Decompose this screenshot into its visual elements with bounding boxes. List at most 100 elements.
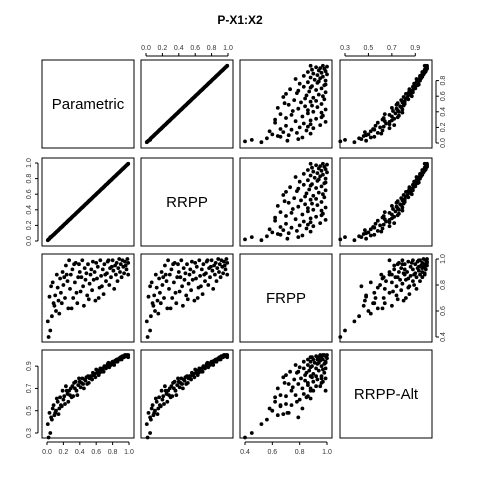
scatter-point (395, 199, 400, 204)
scatter-point (425, 257, 429, 261)
scatter-point (323, 376, 328, 381)
scatter-point (413, 262, 418, 267)
scatter-point (184, 293, 189, 298)
scatter-point (286, 382, 291, 386)
scatter-point (368, 135, 373, 140)
scatter-point (371, 301, 375, 306)
scatter-point (311, 193, 316, 198)
scatter-point (391, 207, 395, 211)
scatter-point (210, 268, 215, 273)
scatter-point (45, 238, 50, 243)
scatter-point (195, 296, 200, 300)
scatter-point (145, 335, 150, 339)
scatter-point (416, 268, 421, 273)
scatter-point (292, 377, 297, 382)
scatter-point (411, 267, 415, 272)
scatter-point (372, 290, 377, 295)
scatter-point (407, 292, 412, 296)
scatter-point (397, 270, 401, 274)
scatter-point (61, 397, 66, 402)
scatter-point (363, 228, 367, 233)
scatter-point (300, 135, 305, 140)
scatter-point (311, 109, 316, 114)
scatter-point (126, 161, 131, 166)
scatter-point (311, 372, 316, 376)
scatter-point (51, 403, 56, 407)
scatter-point (267, 129, 272, 134)
scatter-point (76, 383, 81, 387)
scatter-point (314, 88, 318, 92)
scatter-point (325, 64, 329, 69)
scatter-point (86, 199, 91, 204)
scatter-point (311, 169, 316, 174)
scatter-point (308, 197, 313, 202)
scatter-point (75, 301, 80, 306)
scatter-point (318, 164, 323, 169)
scatter-point (372, 232, 377, 237)
scatter-point (387, 290, 392, 295)
scatter-point (90, 377, 94, 382)
scatter-point (352, 140, 357, 145)
scatter-point (304, 191, 309, 196)
scatter-point (154, 285, 159, 290)
scatter-point (308, 183, 313, 188)
scatter-point (384, 279, 388, 283)
scatter-point (392, 267, 397, 272)
scatter-point (223, 267, 228, 272)
scatter-point (213, 272, 217, 277)
scatter-point (366, 309, 371, 313)
panel-RRPP-Alt-RRPP-Alt: RRPP-Alt (339, 349, 433, 439)
scatter-point (319, 376, 324, 381)
scatter-point (74, 290, 79, 295)
scatter-point (301, 121, 306, 126)
scatter-point (357, 314, 361, 319)
scatter-point (414, 77, 419, 81)
scatter-point (217, 270, 221, 274)
scatter-point (387, 272, 392, 277)
scatter-point (90, 288, 94, 293)
scatter-point (375, 285, 380, 290)
scatter-point (316, 360, 321, 365)
scatter-point (343, 138, 347, 142)
scatter-point (62, 222, 67, 227)
scatter-point (152, 293, 157, 298)
scatter-point (379, 272, 384, 277)
scatter-point (416, 79, 421, 84)
scatter-point (398, 277, 402, 282)
tick-label: 0.6 (91, 449, 101, 456)
scatter-point (91, 194, 96, 199)
scatter-point (323, 90, 328, 95)
scatter-point (405, 270, 409, 274)
scatter-point (166, 258, 171, 263)
scatter-point (119, 275, 124, 280)
scatter-point (318, 384, 323, 389)
scatter-point (84, 201, 89, 206)
scatter-point (306, 357, 310, 362)
scatter-point (368, 129, 373, 134)
tick-label: 0.2 (440, 122, 447, 132)
scatter-point (78, 385, 83, 390)
scatter-point (375, 306, 380, 311)
scatter-point (176, 376, 180, 381)
scatter-point (77, 270, 82, 274)
tick-label: 0.7 (26, 383, 33, 393)
scatter-point (400, 258, 405, 263)
scatter-point (301, 359, 306, 364)
scatter-point (416, 258, 421, 263)
scatter-point (178, 108, 183, 113)
scatter-point (54, 408, 58, 413)
scatter-point (166, 120, 171, 124)
scatter-point (395, 275, 400, 280)
scatter-point (400, 208, 405, 213)
scatter-point (202, 85, 207, 90)
scatter-point (288, 185, 292, 190)
scatter-point (338, 139, 343, 144)
scatter-point (387, 113, 392, 117)
scatter-point (173, 388, 178, 393)
panel-RRPP-Parametric (41, 157, 135, 247)
scatter-point (402, 267, 407, 272)
scatter-point (76, 275, 81, 280)
scatter-point (265, 417, 269, 422)
scatter-point (375, 131, 380, 135)
scatter-point (167, 272, 172, 277)
